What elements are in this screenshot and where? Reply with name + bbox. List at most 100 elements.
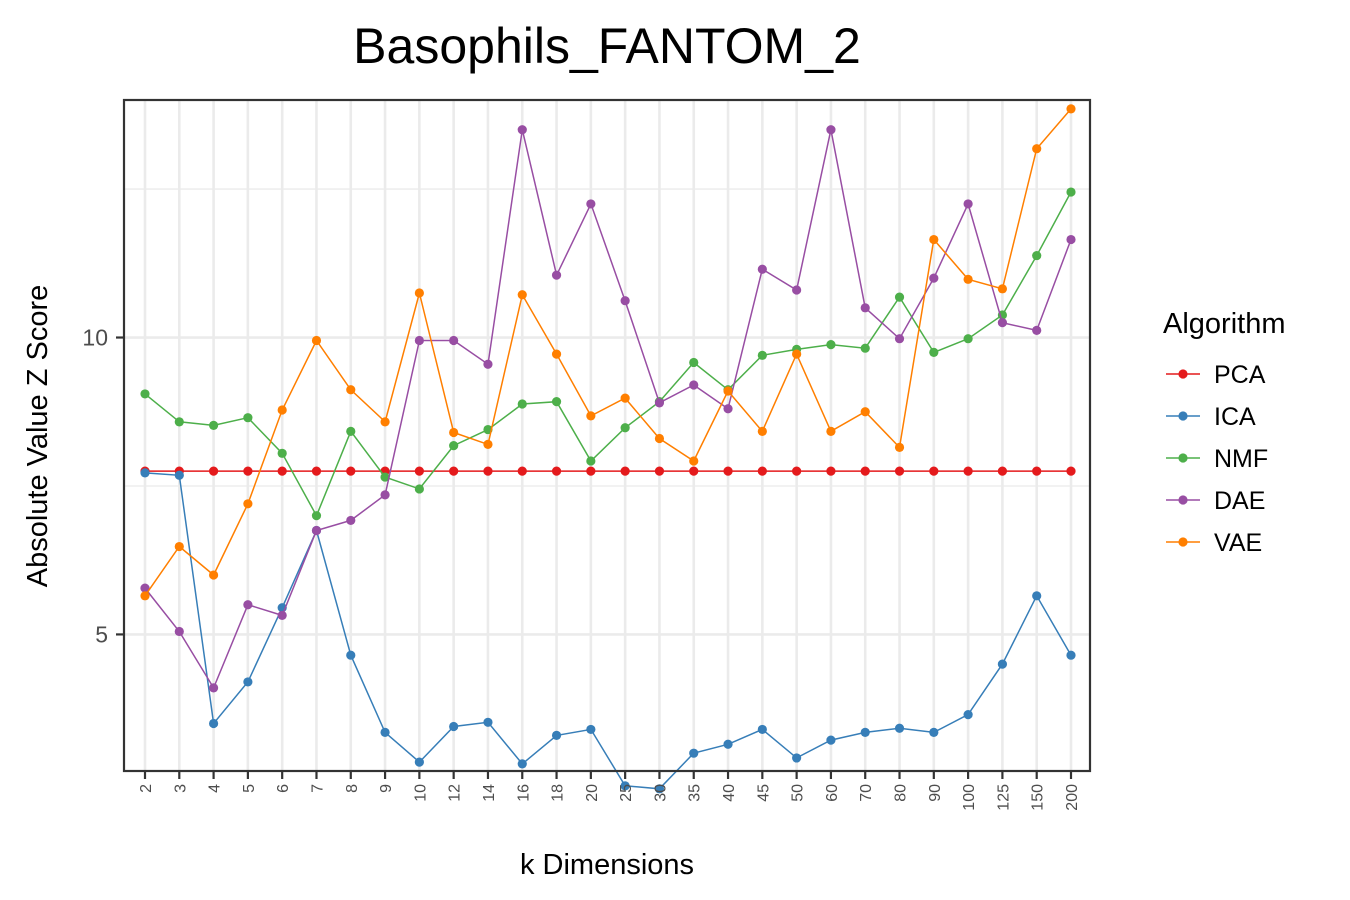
data-point-vae — [894, 442, 905, 452]
data-point-ica — [140, 468, 150, 478]
x-tick-label: 18 — [550, 784, 567, 802]
data-point-dae — [449, 335, 459, 346]
data-point-pca — [689, 466, 699, 476]
data-point-pca — [1066, 466, 1076, 476]
data-point-dae — [208, 683, 219, 693]
data-point-dae — [277, 610, 287, 621]
data-point-vae — [620, 393, 630, 403]
y-axis-title: Absolute Value Z Score — [22, 285, 54, 588]
data-point-nmf — [380, 472, 390, 482]
data-point-nmf — [860, 343, 870, 353]
data-point-pca — [826, 466, 836, 476]
data-point-dae — [860, 303, 870, 313]
x-tick-label: 9 — [378, 784, 395, 793]
data-point-ica — [689, 748, 699, 758]
data-point-ica — [826, 735, 836, 745]
data-point-nmf — [414, 484, 424, 494]
data-point-vae — [997, 284, 1008, 294]
data-point-vae — [414, 288, 424, 298]
legend-item-vae: VAE — [1166, 529, 1262, 557]
data-point-dae — [517, 125, 527, 135]
x-tick-label: 150 — [1030, 784, 1047, 811]
data-point-dae — [689, 380, 699, 390]
data-point-pca — [414, 466, 424, 476]
legend-key-point — [1178, 495, 1188, 505]
data-point-dae — [929, 273, 939, 283]
legend-item-dae: DAE — [1166, 487, 1265, 515]
data-point-ica — [654, 784, 665, 794]
x-tick-label: 35 — [687, 784, 704, 802]
series-line-dae — [144, 129, 1072, 690]
data-point-ica — [586, 724, 596, 735]
data-point-vae — [140, 591, 150, 601]
x-tick-label: 20 — [584, 784, 601, 802]
data-point-vae — [1066, 104, 1076, 114]
data-point-dae — [620, 296, 630, 306]
data-point-dae — [723, 404, 733, 414]
x-tick-label: 60 — [824, 784, 841, 802]
data-point-dae — [140, 583, 150, 593]
data-point-pca — [1032, 466, 1042, 476]
data-point-ica — [414, 757, 424, 767]
series-line-ica — [144, 472, 1072, 790]
data-point-ica — [551, 730, 562, 740]
data-point-nmf — [620, 423, 630, 433]
series-ica — [140, 468, 1076, 794]
legend-item-ica: ICA — [1166, 403, 1256, 431]
series-pca — [140, 466, 1076, 476]
data-point-vae — [586, 411, 596, 421]
x-tick-label: 200 — [1064, 784, 1081, 811]
data-point-dae — [483, 359, 493, 369]
x-tick-label: 16 — [515, 784, 532, 802]
series-line-vae — [144, 108, 1072, 597]
data-point-ica — [517, 759, 527, 769]
legend-label: VAE — [1214, 529, 1262, 557]
data-point-ica — [483, 717, 493, 727]
data-point-vae — [689, 456, 699, 466]
data-point-dae — [586, 199, 596, 209]
x-tick-label: 70 — [858, 784, 875, 802]
data-point-nmf — [826, 340, 836, 350]
data-point-pca — [620, 466, 630, 476]
x-tick-label: 10 — [412, 784, 429, 802]
data-point-dae — [1032, 325, 1042, 335]
grid — [124, 100, 1090, 771]
data-point-nmf — [346, 426, 356, 436]
data-point-vae — [860, 407, 870, 417]
data-point-dae — [551, 270, 562, 280]
data-point-dae — [1066, 234, 1076, 245]
data-point-dae — [963, 199, 973, 209]
x-tick-label: 80 — [893, 784, 910, 802]
data-point-dae — [311, 525, 322, 536]
data-point-dae — [380, 490, 390, 500]
data-point-vae — [483, 439, 493, 450]
legend-item-pca: PCA — [1166, 361, 1266, 389]
data-point-nmf — [243, 413, 253, 423]
data-point-ica — [860, 727, 870, 738]
data-point-pca — [723, 466, 733, 476]
data-point-pca — [551, 466, 562, 476]
x-tick-label: 45 — [755, 784, 772, 802]
data-point-vae — [208, 570, 219, 580]
data-point-ica — [208, 718, 219, 729]
data-point-nmf — [174, 417, 184, 427]
x-tick-label: 25 — [618, 784, 635, 802]
data-point-nmf — [311, 511, 322, 521]
x-tick-label: 4 — [207, 784, 224, 793]
data-point-ica — [963, 709, 973, 720]
y-tick-label: 10 — [82, 325, 108, 351]
data-point-pca — [346, 466, 356, 476]
data-point-nmf — [208, 420, 219, 431]
series-dae — [140, 125, 1076, 693]
data-point-pca — [449, 466, 459, 476]
data-point-nmf — [140, 389, 150, 399]
data-point-ica — [243, 677, 253, 687]
data-point-ica — [723, 739, 733, 749]
legend-label: NMF — [1214, 445, 1268, 473]
x-tick-label: 125 — [995, 784, 1012, 811]
data-point-nmf — [277, 448, 287, 458]
data-point-vae — [449, 427, 459, 438]
data-point-ica — [174, 470, 184, 480]
data-point-ica — [1032, 591, 1042, 601]
data-point-ica — [929, 727, 939, 738]
